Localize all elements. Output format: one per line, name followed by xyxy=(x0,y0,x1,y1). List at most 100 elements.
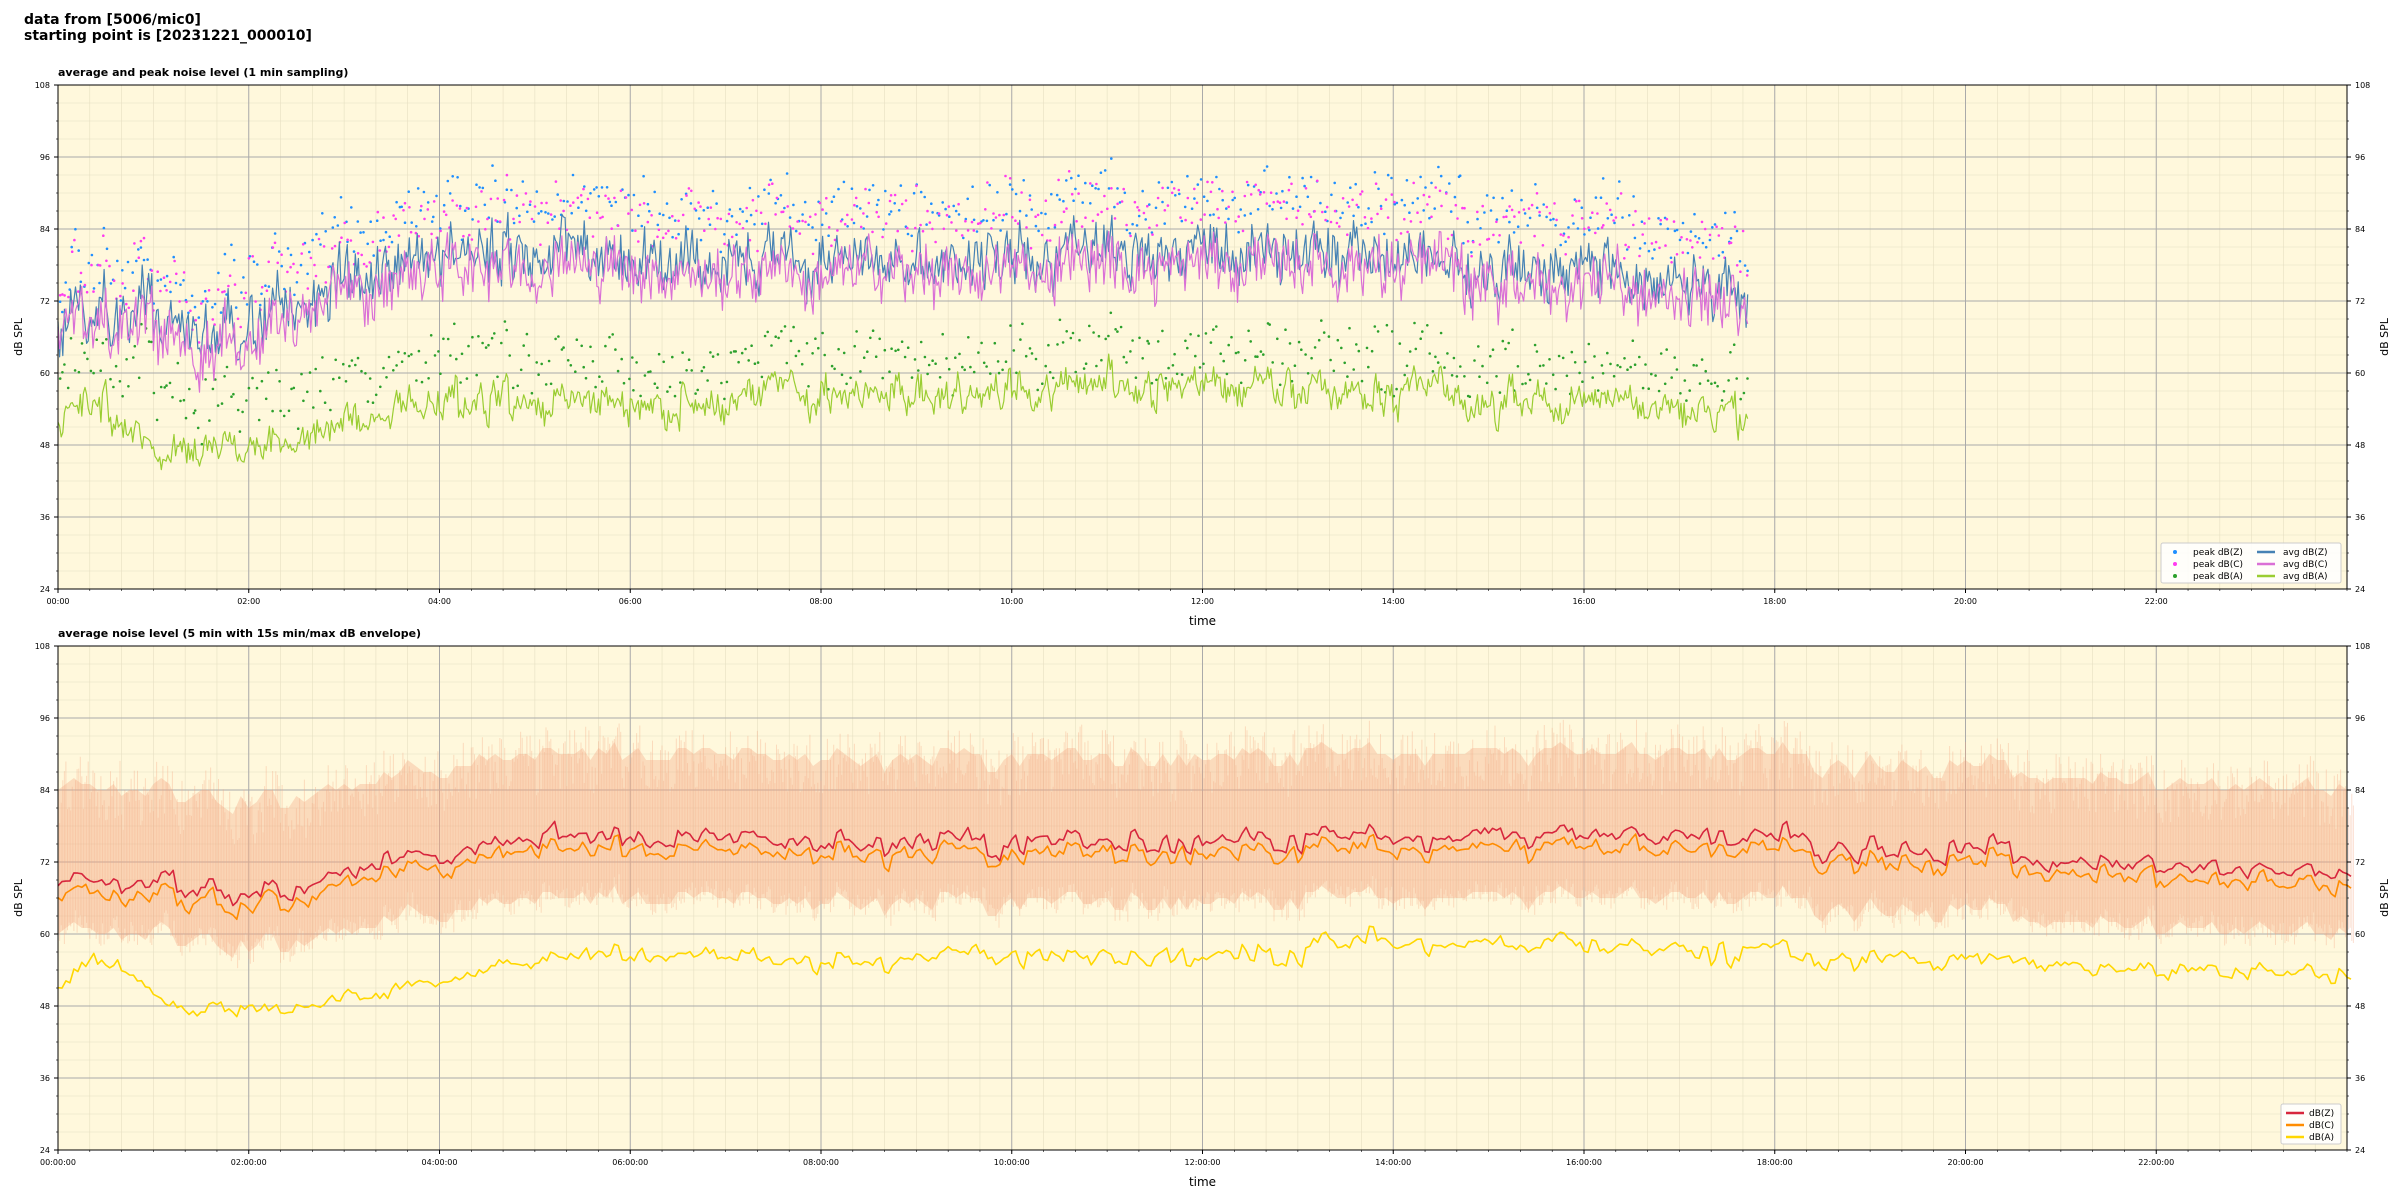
data-point xyxy=(985,219,989,223)
data-point xyxy=(1243,194,1247,198)
data-point xyxy=(811,352,814,355)
data-point xyxy=(430,220,434,223)
data-point xyxy=(458,207,462,210)
data-point xyxy=(729,351,733,354)
data-point xyxy=(1619,365,1622,369)
data-point xyxy=(241,410,244,414)
data-point xyxy=(1366,226,1370,230)
data-point xyxy=(289,253,293,257)
data-point xyxy=(311,238,314,242)
data-point xyxy=(1643,242,1647,245)
data-point xyxy=(1711,257,1715,260)
data-point xyxy=(777,336,780,340)
data-point xyxy=(600,380,604,383)
data-point xyxy=(77,370,81,374)
data-point xyxy=(1304,187,1308,190)
legend-label: peak dB(Z) xyxy=(2193,548,2243,558)
data-point xyxy=(348,364,351,368)
data-point xyxy=(972,229,976,232)
data-point xyxy=(530,391,534,395)
data-point xyxy=(362,262,366,266)
data-point xyxy=(1209,341,1213,344)
data-point xyxy=(334,358,338,362)
data-point xyxy=(221,290,224,294)
data-point xyxy=(92,287,96,290)
data-point xyxy=(1591,376,1594,379)
data-point xyxy=(245,303,249,306)
data-point xyxy=(1116,330,1119,333)
data-point xyxy=(87,261,91,265)
data-point xyxy=(1576,227,1580,230)
data-point xyxy=(1122,355,1126,359)
data-point xyxy=(760,222,764,226)
data-point xyxy=(1596,227,1600,230)
data-point xyxy=(471,218,474,221)
data-point xyxy=(871,230,874,234)
legend-marker xyxy=(2173,550,2177,554)
data-point xyxy=(1446,237,1450,241)
x-tick-label: 12:00:00 xyxy=(1185,1158,1221,1167)
data-point xyxy=(155,418,159,422)
y-tick-label-right: 36 xyxy=(2355,513,2365,522)
data-point xyxy=(301,243,305,246)
data-point xyxy=(1057,178,1060,182)
data-point xyxy=(954,209,958,213)
data-point xyxy=(604,344,607,348)
data-point xyxy=(709,206,713,209)
data-point xyxy=(414,231,418,235)
data-point xyxy=(190,294,194,298)
data-point xyxy=(267,285,271,288)
data-point xyxy=(686,227,690,231)
data-point xyxy=(408,206,411,209)
data-point xyxy=(1516,225,1520,228)
data-point xyxy=(850,187,854,190)
legend-label: dB(C) xyxy=(2309,1121,2334,1131)
data-point xyxy=(854,196,858,200)
data-point xyxy=(204,297,208,301)
data-point xyxy=(1030,208,1033,211)
data-point xyxy=(1272,200,1275,204)
data-point xyxy=(821,208,824,211)
data-point xyxy=(1629,365,1632,369)
data-point xyxy=(342,362,345,366)
data-point xyxy=(392,369,395,372)
data-point xyxy=(1138,336,1141,340)
data-point xyxy=(650,214,653,217)
data-point xyxy=(442,210,446,213)
data-point xyxy=(1497,240,1500,244)
data-point xyxy=(456,176,459,179)
data-point xyxy=(1338,225,1341,228)
data-point xyxy=(893,202,896,205)
data-point xyxy=(1492,196,1495,200)
data-point xyxy=(1325,205,1329,209)
data-point xyxy=(689,202,693,205)
data-point xyxy=(1036,388,1039,392)
data-point xyxy=(1055,193,1059,197)
data-point xyxy=(1019,338,1022,341)
data-point xyxy=(182,271,186,274)
legend-label: peak dB(C) xyxy=(2193,560,2243,570)
data-point xyxy=(646,202,650,206)
data-point xyxy=(1670,261,1673,264)
data-point xyxy=(319,243,322,246)
data-point xyxy=(1643,222,1646,225)
data-point xyxy=(1390,330,1394,333)
data-point xyxy=(1237,351,1240,354)
data-point xyxy=(1243,359,1247,362)
data-point xyxy=(583,185,586,188)
data-point xyxy=(1390,176,1393,180)
data-point xyxy=(1298,205,1302,209)
data-point xyxy=(276,261,280,265)
data-point xyxy=(223,375,226,378)
data-point xyxy=(1511,328,1514,332)
data-point xyxy=(969,365,972,369)
data-point xyxy=(1004,174,1007,178)
data-point xyxy=(1070,176,1073,180)
data-point xyxy=(1746,269,1749,273)
data-point xyxy=(173,259,176,263)
data-point xyxy=(1166,186,1170,190)
data-point xyxy=(362,231,365,234)
data-point xyxy=(338,376,341,380)
data-point xyxy=(92,290,95,293)
data-point xyxy=(730,214,734,218)
